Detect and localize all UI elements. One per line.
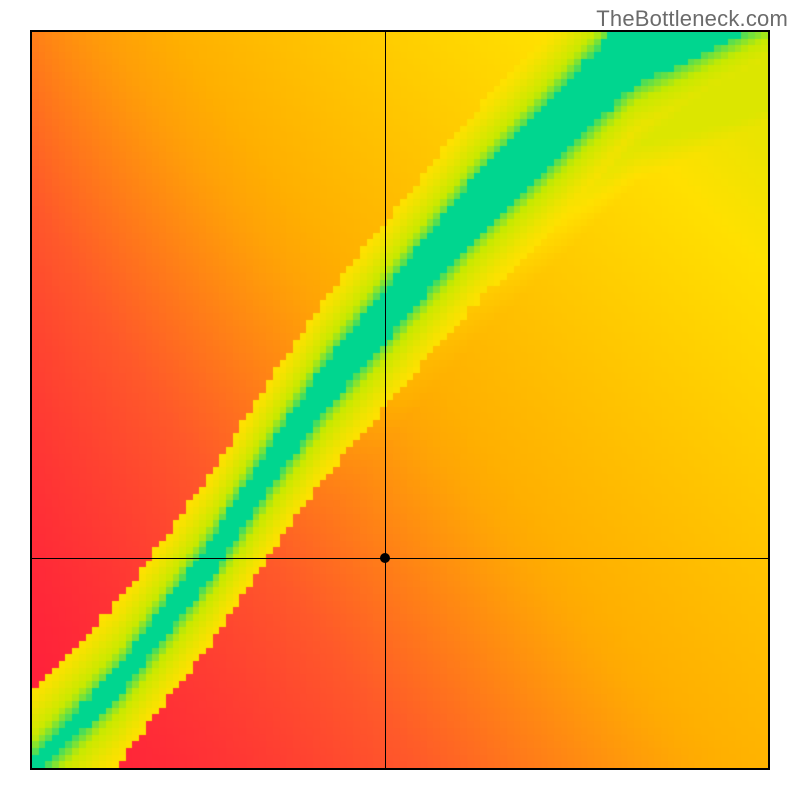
watermark-text: TheBottleneck.com bbox=[596, 6, 788, 32]
heatmap-canvas bbox=[32, 32, 768, 768]
crosshair-vertical bbox=[385, 32, 386, 768]
heatmap-plot bbox=[30, 30, 770, 770]
selection-marker bbox=[380, 553, 390, 563]
crosshair-horizontal bbox=[32, 558, 768, 559]
